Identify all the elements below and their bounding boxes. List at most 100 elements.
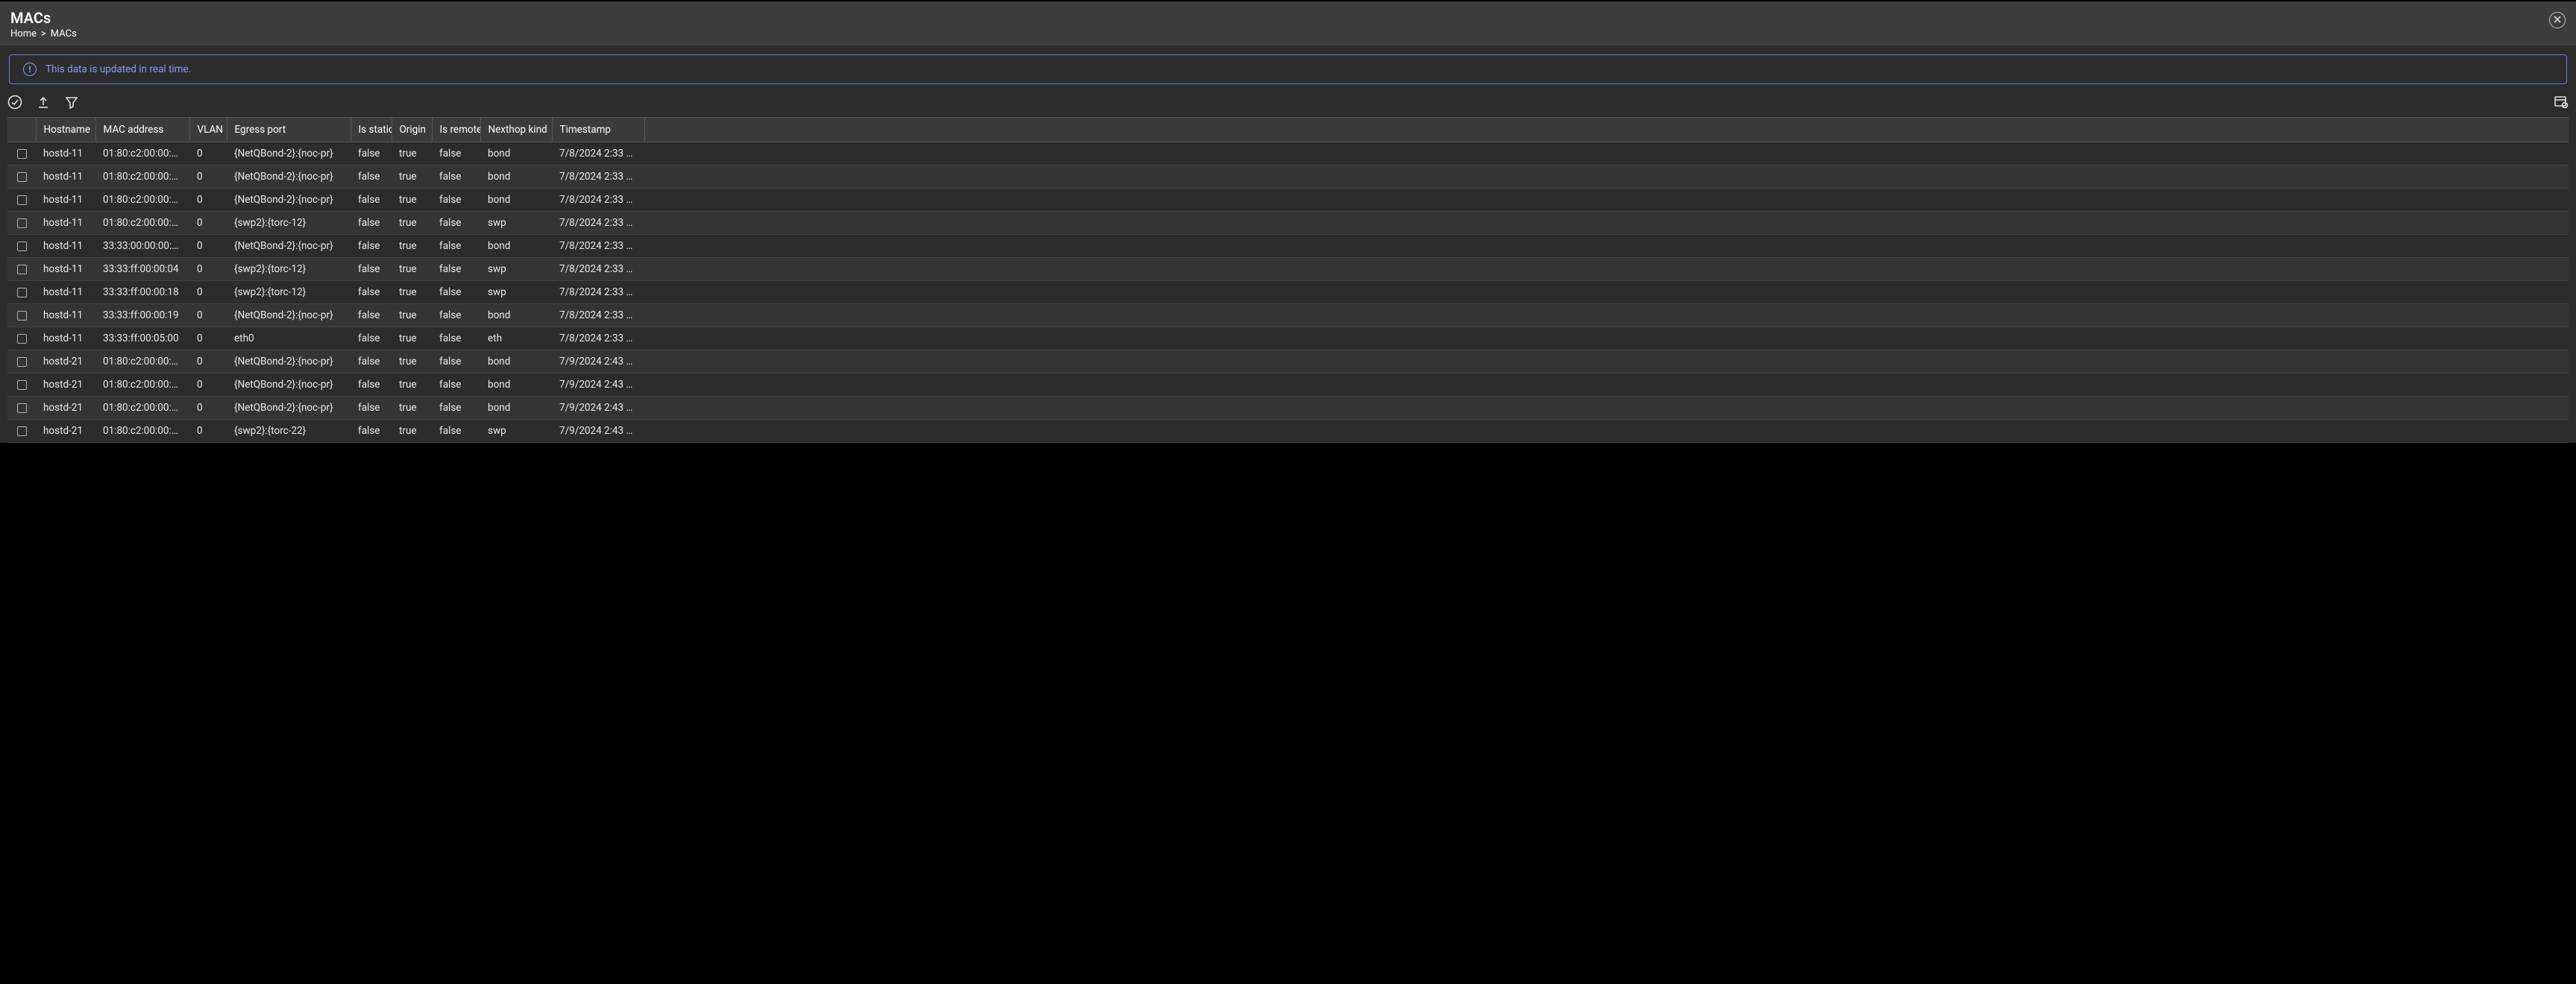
- table-row[interactable]: hostd-1133:33:00:00:00:010{NetQBond-2}:{…: [7, 235, 2569, 258]
- row-checkbox[interactable]: [17, 288, 27, 297]
- col-header-mac[interactable]: MAC address: [95, 118, 189, 142]
- cell-timestamp: 7/8/2024 2:33 pm: [552, 258, 644, 281]
- row-checkbox-cell: [7, 304, 36, 327]
- row-checkbox[interactable]: [17, 380, 27, 390]
- row-checkbox[interactable]: [17, 218, 27, 228]
- cell-vlan: 0: [189, 304, 227, 327]
- close-icon: [2554, 14, 2561, 26]
- cell-nexthop: swp: [480, 212, 552, 235]
- info-banner-text: This data is updated in real time.: [45, 63, 191, 75]
- cell-mac: 01:80:c2:00:00:00: [95, 350, 189, 373]
- cell-hostname: hostd-11: [36, 281, 95, 304]
- cell-nexthop: bond: [480, 165, 552, 189]
- col-header-nexthop[interactable]: Nexthop kind: [480, 118, 552, 142]
- close-button[interactable]: [2549, 12, 2566, 28]
- cell-static: false: [351, 165, 392, 189]
- cell-origin: true: [392, 304, 432, 327]
- cell-static: false: [351, 258, 392, 281]
- row-checkbox[interactable]: [17, 334, 27, 344]
- row-checkbox[interactable]: [17, 242, 27, 251]
- cell-vlan: 0: [189, 142, 227, 165]
- table-row[interactable]: hostd-1133:33:ff:00:00:180{swp2}:{torc-1…: [7, 281, 2569, 304]
- row-checkbox-cell: [7, 397, 36, 420]
- cell-nexthop: swp: [480, 420, 552, 443]
- breadcrumb-separator: >: [41, 28, 46, 40]
- row-checkbox-cell: [7, 235, 36, 258]
- cell-empty: [644, 165, 2569, 189]
- col-header-vlan[interactable]: VLAN: [189, 118, 227, 142]
- row-checkbox-cell: [7, 258, 36, 281]
- cell-origin: true: [392, 189, 432, 212]
- table-settings-icon[interactable]: [2554, 95, 2569, 110]
- cell-static: false: [351, 397, 392, 420]
- cell-mac: 33:33:00:00:00:01: [95, 235, 189, 258]
- cell-origin: true: [392, 373, 432, 397]
- col-header-remote[interactable]: Is remote: [432, 118, 480, 142]
- table-row[interactable]: hostd-1133:33:ff:00:05:000eth0falsetruef…: [7, 327, 2569, 350]
- cell-nexthop: swp: [480, 281, 552, 304]
- row-checkbox[interactable]: [17, 265, 27, 274]
- filter-icon[interactable]: [64, 95, 79, 110]
- col-header-checkbox[interactable]: [7, 118, 36, 142]
- row-checkbox[interactable]: [17, 149, 27, 159]
- cell-origin: true: [392, 212, 432, 235]
- table-row[interactable]: hostd-1133:33:ff:00:00:190{NetQBond-2}:{…: [7, 304, 2569, 327]
- cell-nexthop: swp: [480, 258, 552, 281]
- cell-timestamp: 7/8/2024 2:33 pm: [552, 142, 644, 165]
- table-row[interactable]: hostd-1101:80:c2:00:00:0e0{NetQBond-2}:{…: [7, 189, 2569, 212]
- cell-empty: [644, 235, 2569, 258]
- cell-static: false: [351, 235, 392, 258]
- col-header-static[interactable]: Is static: [351, 118, 392, 142]
- cell-static: false: [351, 350, 392, 373]
- export-icon[interactable]: [36, 95, 51, 110]
- cell-remote: false: [432, 258, 480, 281]
- breadcrumb-home[interactable]: Home: [10, 28, 37, 40]
- table-row[interactable]: hostd-1101:80:c2:00:00:210{swp2}:{torc-1…: [7, 212, 2569, 235]
- cell-hostname: hostd-11: [36, 258, 95, 281]
- cell-hostname: hostd-21: [36, 373, 95, 397]
- table-row[interactable]: hostd-1101:80:c2:00:00:030{NetQBond-2}:{…: [7, 165, 2569, 189]
- breadcrumb-current: MACs: [51, 28, 77, 40]
- row-checkbox[interactable]: [17, 195, 27, 205]
- cell-remote: false: [432, 350, 480, 373]
- cell-egress: {swp2}:{torc-12}: [227, 281, 351, 304]
- cell-vlan: 0: [189, 235, 227, 258]
- row-checkbox[interactable]: [17, 426, 27, 436]
- cell-empty: [644, 189, 2569, 212]
- cell-mac: 01:80:c2:00:00:21: [95, 420, 189, 443]
- cell-origin: true: [392, 420, 432, 443]
- table-row[interactable]: hostd-1101:80:c2:00:00:000{NetQBond-2}:{…: [7, 142, 2569, 165]
- cell-empty: [644, 373, 2569, 397]
- table-row[interactable]: hostd-2101:80:c2:00:00:000{NetQBond-2}:{…: [7, 350, 2569, 373]
- col-header-egress[interactable]: Egress port: [227, 118, 351, 142]
- select-all-icon[interactable]: [7, 95, 22, 110]
- cell-remote: false: [432, 420, 480, 443]
- info-icon: !: [23, 63, 37, 76]
- table-row[interactable]: hostd-2101:80:c2:00:00:0e0{NetQBond-2}:{…: [7, 397, 2569, 420]
- col-header-timestamp[interactable]: Timestamp: [552, 118, 644, 142]
- table-row[interactable]: hostd-1133:33:ff:00:00:040{swp2}:{torc-1…: [7, 258, 2569, 281]
- cell-hostname: hostd-11: [36, 189, 95, 212]
- table-row[interactable]: hostd-2101:80:c2:00:00:030{NetQBond-2}:{…: [7, 373, 2569, 397]
- cell-origin: true: [392, 235, 432, 258]
- cell-egress: eth0: [227, 327, 351, 350]
- col-header-hostname[interactable]: Hostname: [36, 118, 95, 142]
- cell-origin: true: [392, 258, 432, 281]
- cell-vlan: 0: [189, 350, 227, 373]
- row-checkbox[interactable]: [17, 403, 27, 413]
- cell-remote: false: [432, 373, 480, 397]
- cell-static: false: [351, 142, 392, 165]
- cell-egress: {swp2}:{torc-12}: [227, 212, 351, 235]
- cell-empty: [644, 350, 2569, 373]
- cell-timestamp: 7/9/2024 2:43 pm: [552, 397, 644, 420]
- row-checkbox-cell: [7, 420, 36, 443]
- col-header-origin[interactable]: Origin: [392, 118, 432, 142]
- table-row[interactable]: hostd-2101:80:c2:00:00:210{swp2}:{torc-2…: [7, 420, 2569, 443]
- row-checkbox[interactable]: [17, 172, 27, 182]
- cell-vlan: 0: [189, 281, 227, 304]
- row-checkbox[interactable]: [17, 357, 27, 367]
- row-checkbox[interactable]: [17, 311, 27, 321]
- cell-mac: 33:33:ff:00:00:19: [95, 304, 189, 327]
- cell-empty: [644, 212, 2569, 235]
- page-title: MACs: [10, 9, 77, 27]
